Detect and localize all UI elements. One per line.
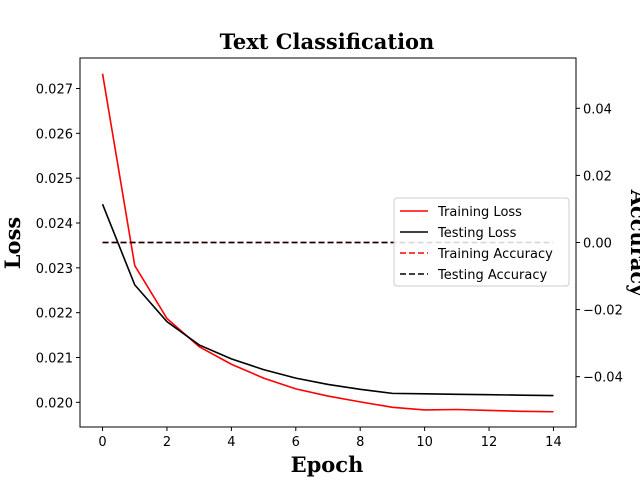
y2-axis-label: Accuracy [626,189,640,298]
y-tick-label: 0.026 [36,127,73,142]
series-layer [101,73,554,413]
y-tick-label: 0.027 [36,82,73,97]
y-axis-label: Loss [0,217,25,269]
x-tick-label: 6 [292,435,300,450]
legend-label: Testing Accuracy [437,268,547,283]
y2-tick-label: −0.02 [583,304,623,319]
x-tick-label: 12 [481,435,498,450]
y-tick-label: 0.020 [36,396,73,411]
y-tick-label: 0.024 [36,217,73,232]
series-line-testing-loss [101,203,554,397]
legend-label: Testing Loss [437,226,517,241]
x-tick-label: 10 [416,435,433,450]
x-tick-label: 2 [163,435,171,450]
y2-tick-label: 0.02 [583,169,612,184]
y2-tick-label: −0.04 [583,371,623,386]
y-tick-label: 0.021 [36,352,73,367]
x-tick-label: 4 [227,435,235,450]
legend-box [393,197,570,287]
legend-label: Training Accuracy [437,247,553,262]
y-tick-label: 0.023 [36,262,73,277]
series-line-training-loss [101,73,554,413]
x-tick-label: 14 [545,435,562,450]
x-tick-label: 0 [98,435,106,450]
chart-title: Text Classification [220,29,435,54]
y-tick-label: 0.025 [36,172,73,187]
y2-tick-label: 0.00 [583,237,612,252]
y2-tick-label: 0.04 [583,102,612,117]
y-tick-label: 0.022 [36,307,73,322]
x-tick-label: 8 [356,435,364,450]
legend-label: Training Loss [437,205,522,220]
legend: Training Loss Testing Loss Training Accura… [393,197,570,287]
axes-layer: 0 2 4 6 8 10 12 14 0.020 0.021 0.022 0.023 0.024 0.02… [36,57,623,450]
x-axis-label: Epoch [291,452,364,477]
